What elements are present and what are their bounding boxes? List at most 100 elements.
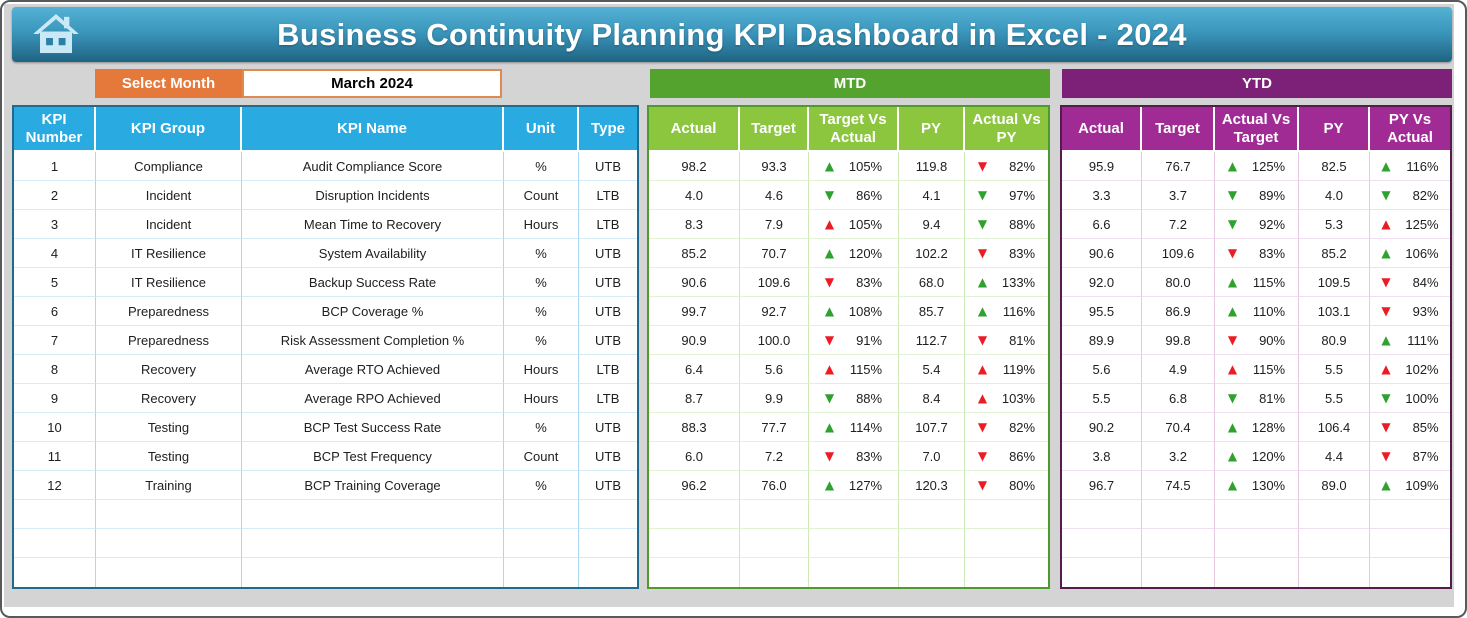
selected-month-value[interactable]: March 2024 bbox=[242, 69, 502, 98]
kpi-unit-cell[interactable]: Hours bbox=[504, 210, 579, 239]
kpi-type-cell[interactable]: UTB bbox=[579, 297, 637, 326]
ytd-actual-vs-target-cell[interactable]: ▲ 130% bbox=[1215, 471, 1299, 500]
kpi-name-cell[interactable]: Average RTO Achieved bbox=[242, 355, 504, 384]
mtd-target-vs-actual-cell[interactable]: ▲ 105% bbox=[809, 210, 899, 239]
kpi-number-cell[interactable]: 3 bbox=[14, 210, 96, 239]
ytd-py-vs-actual-cell[interactable]: ▲ 116% bbox=[1370, 152, 1450, 181]
mtd-actual-cell[interactable]: 6.0 bbox=[649, 442, 740, 471]
kpi-empty-cell[interactable] bbox=[504, 558, 579, 587]
ytd-target-cell[interactable]: 109.6 bbox=[1142, 239, 1215, 268]
ytd-py-vs-actual-cell[interactable]: ▼ 100% bbox=[1370, 384, 1450, 413]
kpi-unit-cell[interactable]: Count bbox=[504, 442, 579, 471]
kpi-number-cell[interactable]: 9 bbox=[14, 384, 96, 413]
mtd-actual-vs-py-cell[interactable]: ▼ 83% bbox=[965, 239, 1048, 268]
ytd-py-vs-actual-cell[interactable]: ▼ 85% bbox=[1370, 413, 1450, 442]
mtd-target-cell[interactable]: 109.6 bbox=[740, 268, 809, 297]
ytd-target-cell[interactable]: 86.9 bbox=[1142, 297, 1215, 326]
mtd-target-cell[interactable]: 70.7 bbox=[740, 239, 809, 268]
kpi-type-cell[interactable]: UTB bbox=[579, 239, 637, 268]
ytd-empty-cell[interactable] bbox=[1142, 529, 1215, 558]
ytd-actual-vs-target-cell[interactable]: ▲ 125% bbox=[1215, 152, 1299, 181]
ytd-empty-cell[interactable] bbox=[1215, 500, 1299, 529]
ytd-py-cell[interactable]: 4.4 bbox=[1299, 442, 1370, 471]
mtd-actual-vs-py-cell[interactable]: ▲ 119% bbox=[965, 355, 1048, 384]
ytd-empty-cell[interactable] bbox=[1142, 500, 1215, 529]
ytd-actual-cell[interactable]: 95.9 bbox=[1062, 152, 1142, 181]
ytd-py-cell[interactable]: 103.1 bbox=[1299, 297, 1370, 326]
kpi-type-cell[interactable]: UTB bbox=[579, 268, 637, 297]
ytd-actual-cell[interactable]: 95.5 bbox=[1062, 297, 1142, 326]
kpi-group-cell[interactable]: Recovery bbox=[96, 384, 242, 413]
ytd-actual-cell[interactable]: 5.6 bbox=[1062, 355, 1142, 384]
mtd-actual-cell[interactable]: 6.4 bbox=[649, 355, 740, 384]
mtd-empty-cell[interactable] bbox=[899, 500, 965, 529]
ytd-actual-vs-target-cell[interactable]: ▲ 120% bbox=[1215, 442, 1299, 471]
ytd-actual-cell[interactable]: 90.2 bbox=[1062, 413, 1142, 442]
kpi-empty-cell[interactable] bbox=[579, 558, 637, 587]
mtd-empty-cell[interactable] bbox=[809, 500, 899, 529]
kpi-unit-cell[interactable]: Count bbox=[504, 181, 579, 210]
kpi-number-cell[interactable]: 4 bbox=[14, 239, 96, 268]
mtd-actual-cell[interactable]: 88.3 bbox=[649, 413, 740, 442]
mtd-target-vs-actual-cell[interactable]: ▼ 83% bbox=[809, 442, 899, 471]
ytd-py-vs-actual-cell[interactable]: ▲ 106% bbox=[1370, 239, 1450, 268]
ytd-target-cell[interactable]: 7.2 bbox=[1142, 210, 1215, 239]
kpi-name-cell[interactable]: Risk Assessment Completion % bbox=[242, 326, 504, 355]
kpi-name-cell[interactable]: Mean Time to Recovery bbox=[242, 210, 504, 239]
mtd-target-cell[interactable]: 100.0 bbox=[740, 326, 809, 355]
kpi-group-cell[interactable]: Compliance bbox=[96, 152, 242, 181]
kpi-group-cell[interactable]: IT Resilience bbox=[96, 239, 242, 268]
mtd-actual-vs-py-cell[interactable]: ▼ 82% bbox=[965, 413, 1048, 442]
mtd-actual-vs-py-cell[interactable]: ▼ 81% bbox=[965, 326, 1048, 355]
ytd-target-cell[interactable]: 74.5 bbox=[1142, 471, 1215, 500]
ytd-empty-cell[interactable] bbox=[1142, 558, 1215, 587]
mtd-target-cell[interactable]: 76.0 bbox=[740, 471, 809, 500]
ytd-py-cell[interactable]: 89.0 bbox=[1299, 471, 1370, 500]
ytd-actual-vs-target-cell[interactable]: ▼ 92% bbox=[1215, 210, 1299, 239]
ytd-actual-cell[interactable]: 3.3 bbox=[1062, 181, 1142, 210]
ytd-actual-cell[interactable]: 89.9 bbox=[1062, 326, 1142, 355]
kpi-empty-cell[interactable] bbox=[504, 500, 579, 529]
kpi-unit-cell[interactable]: Hours bbox=[504, 355, 579, 384]
mtd-actual-cell[interactable]: 8.3 bbox=[649, 210, 740, 239]
mtd-actual-vs-py-cell[interactable]: ▼ 88% bbox=[965, 210, 1048, 239]
kpi-empty-cell[interactable] bbox=[242, 529, 504, 558]
mtd-actual-vs-py-cell[interactable]: ▼ 86% bbox=[965, 442, 1048, 471]
kpi-unit-cell[interactable]: % bbox=[504, 471, 579, 500]
mtd-target-vs-actual-cell[interactable]: ▲ 108% bbox=[809, 297, 899, 326]
mtd-py-cell[interactable]: 112.7 bbox=[899, 326, 965, 355]
mtd-target-vs-actual-cell[interactable]: ▼ 88% bbox=[809, 384, 899, 413]
ytd-py-vs-actual-cell[interactable]: ▼ 87% bbox=[1370, 442, 1450, 471]
mtd-empty-cell[interactable] bbox=[899, 529, 965, 558]
kpi-type-cell[interactable]: UTB bbox=[579, 152, 637, 181]
mtd-actual-vs-py-cell[interactable]: ▲ 103% bbox=[965, 384, 1048, 413]
mtd-empty-cell[interactable] bbox=[740, 500, 809, 529]
ytd-actual-cell[interactable]: 90.6 bbox=[1062, 239, 1142, 268]
ytd-py-vs-actual-cell[interactable]: ▲ 125% bbox=[1370, 210, 1450, 239]
kpi-type-cell[interactable]: UTB bbox=[579, 442, 637, 471]
ytd-empty-cell[interactable] bbox=[1062, 529, 1142, 558]
mtd-actual-cell[interactable]: 98.2 bbox=[649, 152, 740, 181]
mtd-py-cell[interactable]: 85.7 bbox=[899, 297, 965, 326]
kpi-unit-cell[interactable]: % bbox=[504, 152, 579, 181]
mtd-py-cell[interactable]: 107.7 bbox=[899, 413, 965, 442]
kpi-number-cell[interactable]: 2 bbox=[14, 181, 96, 210]
mtd-target-cell[interactable]: 5.6 bbox=[740, 355, 809, 384]
mtd-target-vs-actual-cell[interactable]: ▲ 105% bbox=[809, 152, 899, 181]
kpi-name-cell[interactable]: Backup Success Rate bbox=[242, 268, 504, 297]
ytd-py-cell[interactable]: 5.5 bbox=[1299, 384, 1370, 413]
ytd-py-cell[interactable]: 106.4 bbox=[1299, 413, 1370, 442]
kpi-unit-cell[interactable]: % bbox=[504, 413, 579, 442]
kpi-name-cell[interactable]: Average RPO Achieved bbox=[242, 384, 504, 413]
ytd-target-cell[interactable]: 70.4 bbox=[1142, 413, 1215, 442]
mtd-target-vs-actual-cell[interactable]: ▼ 86% bbox=[809, 181, 899, 210]
ytd-actual-cell[interactable]: 3.8 bbox=[1062, 442, 1142, 471]
kpi-name-cell[interactable]: BCP Test Success Rate bbox=[242, 413, 504, 442]
kpi-name-cell[interactable]: BCP Training Coverage bbox=[242, 471, 504, 500]
ytd-py-cell[interactable]: 4.0 bbox=[1299, 181, 1370, 210]
ytd-actual-vs-target-cell[interactable]: ▲ 128% bbox=[1215, 413, 1299, 442]
mtd-actual-cell[interactable]: 8.7 bbox=[649, 384, 740, 413]
ytd-py-cell[interactable]: 85.2 bbox=[1299, 239, 1370, 268]
ytd-py-cell[interactable]: 5.3 bbox=[1299, 210, 1370, 239]
kpi-empty-cell[interactable] bbox=[96, 500, 242, 529]
